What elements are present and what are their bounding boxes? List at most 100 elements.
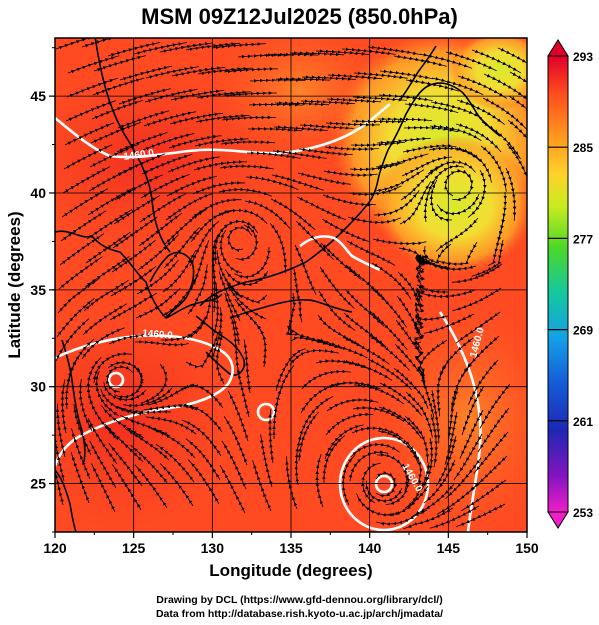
streamline xyxy=(55,318,90,362)
streamline xyxy=(301,369,351,390)
streamline xyxy=(325,121,380,127)
streamline xyxy=(252,460,272,512)
streamline xyxy=(507,119,527,157)
streamline xyxy=(480,145,507,192)
streamline xyxy=(360,462,381,504)
streamline xyxy=(219,164,274,170)
lat-tick-label: 45 xyxy=(30,88,46,104)
streamline xyxy=(347,216,401,225)
x-axis-label: Longitude (degrees) xyxy=(209,561,372,580)
streamline xyxy=(215,331,225,385)
colorbar-tick-label: 277 xyxy=(573,232,593,246)
streamline xyxy=(296,196,347,221)
lon-tick-label: 135 xyxy=(279,540,303,556)
streamline xyxy=(292,268,303,323)
streamline xyxy=(222,91,277,98)
lat-tick-label: 35 xyxy=(30,282,46,298)
colorbar-tick-label: 261 xyxy=(573,415,593,429)
streamline xyxy=(166,175,218,197)
streamline xyxy=(192,181,246,195)
grid-lines xyxy=(55,38,527,532)
streamline xyxy=(167,156,220,173)
streamline xyxy=(273,125,328,132)
streamline xyxy=(186,293,212,339)
lon-tick-label: 120 xyxy=(43,540,67,556)
latitude-tick-labels: 25 30 35 40 45 xyxy=(30,88,46,491)
colorbar-tick-label: 293 xyxy=(573,50,593,64)
streamline xyxy=(423,172,442,223)
streamline xyxy=(348,450,389,482)
streamline xyxy=(321,218,371,243)
streamline xyxy=(377,117,433,122)
streamline xyxy=(88,165,137,192)
streamline xyxy=(455,311,501,344)
streamline xyxy=(294,244,317,295)
lon-tick-label: 125 xyxy=(122,540,146,556)
streamline xyxy=(372,238,427,246)
colorbar-tick-label: 285 xyxy=(573,141,593,155)
streamline xyxy=(341,454,356,506)
y-axis-label: Latitude (degrees) xyxy=(5,211,24,358)
streamline xyxy=(230,315,240,370)
streamline xyxy=(87,187,135,216)
streamline xyxy=(86,209,133,240)
colorbar-bottom-triangle xyxy=(547,511,569,529)
streamline xyxy=(505,167,517,221)
streamline xyxy=(452,287,502,312)
lon-tick-label: 145 xyxy=(437,540,461,556)
streamline xyxy=(55,456,64,506)
streamline xyxy=(285,456,298,510)
streamline xyxy=(298,147,353,157)
streamline xyxy=(93,55,146,72)
streamline xyxy=(272,149,327,160)
streamline xyxy=(219,465,246,514)
streamline xyxy=(376,136,431,145)
streamline xyxy=(402,144,457,153)
streamline xyxy=(91,463,116,513)
plot-title: MSM 09Z12Jul2025 (850.0hPa) xyxy=(141,4,458,29)
longitude-tick-labels: 120 125 130 135 140 145 150 xyxy=(43,540,539,556)
streamline xyxy=(211,307,223,361)
streamline xyxy=(111,464,142,511)
streamline xyxy=(134,340,189,347)
streamline xyxy=(211,42,266,50)
streamline xyxy=(506,143,527,187)
streamline xyxy=(322,194,376,207)
streamline xyxy=(315,454,324,508)
contour-label: 1460.0 xyxy=(142,328,174,342)
lon-tick-label: 130 xyxy=(201,540,225,556)
streamline xyxy=(430,413,439,468)
streamline xyxy=(297,172,351,186)
streamline xyxy=(221,115,276,122)
streamline xyxy=(134,464,168,509)
streamline xyxy=(85,231,131,264)
streamline xyxy=(188,459,220,505)
streamline xyxy=(89,143,140,168)
streamline xyxy=(451,263,503,284)
streamline xyxy=(250,317,268,368)
streamline xyxy=(269,222,288,274)
streamline xyxy=(299,123,354,130)
streamline xyxy=(367,45,422,56)
streamline xyxy=(497,47,527,72)
colorbar-tick-label: 269 xyxy=(573,324,593,338)
streamline xyxy=(429,179,453,222)
axis-ticks xyxy=(49,47,528,538)
streamline xyxy=(82,303,128,336)
streamline xyxy=(223,67,278,74)
streamline xyxy=(220,140,275,146)
colorbar: 293 285 277 269 261 253 xyxy=(547,39,593,529)
credit-line-data: Data from http://database.rish.kyoto-u.a… xyxy=(155,608,444,620)
streamline xyxy=(90,122,142,144)
streamline xyxy=(193,160,248,171)
streamline xyxy=(378,93,433,102)
colorbar-tick-labels: 293 285 277 269 261 253 xyxy=(548,50,593,520)
credits: Drawing by DCL (https://www.gfd-dennou.o… xyxy=(0,593,599,621)
contour-label: 1460.0 xyxy=(123,148,155,163)
lon-tick-label: 140 xyxy=(358,540,382,556)
streamline xyxy=(379,69,434,80)
streamline xyxy=(455,503,506,528)
streamline xyxy=(70,451,90,504)
lat-tick-label: 40 xyxy=(30,185,46,201)
lat-tick-label: 30 xyxy=(30,379,46,395)
